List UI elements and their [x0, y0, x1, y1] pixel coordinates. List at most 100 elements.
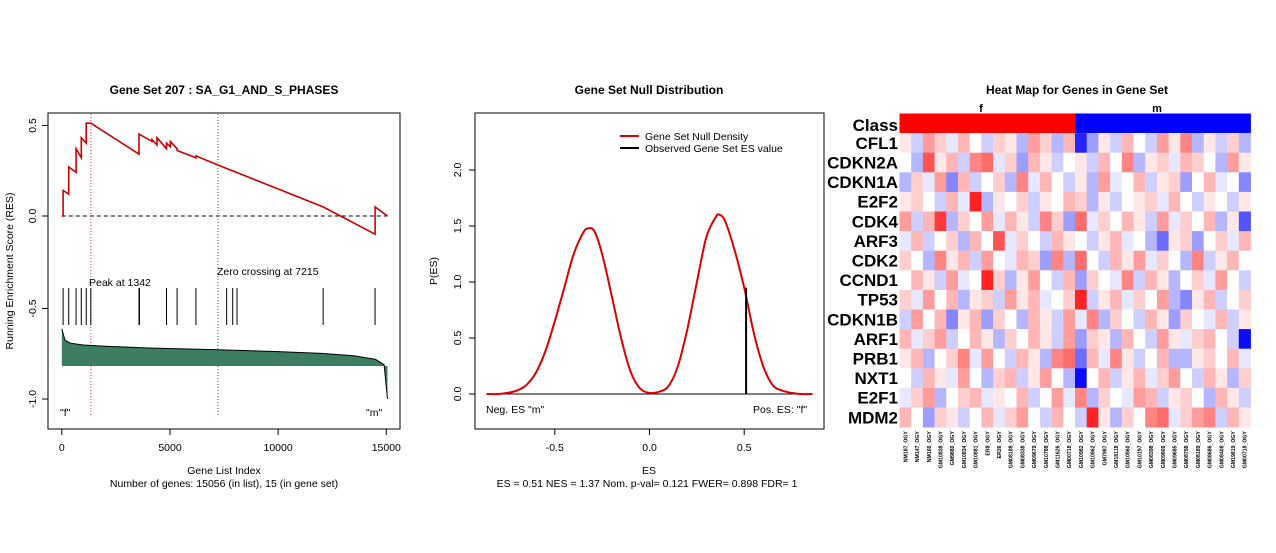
heatmap-cell: [1016, 407, 1029, 428]
heatmap-cell: [1215, 348, 1228, 369]
heatmap-cell: [934, 191, 947, 212]
heatmap-cell: [1145, 172, 1158, 193]
heatmap-cell: [1145, 407, 1158, 428]
enrichment-plot-ylabel: Running Enrichment Score (RES): [4, 193, 16, 350]
heatmap-cell: [1168, 191, 1181, 212]
heatmap-cell: [969, 329, 982, 350]
heatmap-cell: [1016, 329, 1029, 350]
heatmap-cell: [1156, 309, 1169, 330]
heatmap-cell: [981, 387, 994, 408]
sample-label: GM08408_OGY: [1219, 431, 1225, 469]
heatmap-cell: [1192, 407, 1205, 428]
heatmap-cell: [1238, 270, 1251, 291]
heatmap-cell: [1215, 368, 1228, 389]
heatmap-cell: [1098, 289, 1111, 310]
heatmap-cell: [1168, 309, 1181, 330]
heatmap-panel: Heat Map for Genes in Gene Set f m Class…: [827, 83, 1251, 468]
heatmap-cell: [958, 231, 971, 252]
class-cell: [958, 113, 971, 134]
heatmap-cell: [911, 211, 924, 232]
class-f-label: f: [979, 103, 983, 115]
heatmap-cell: [1028, 329, 1041, 350]
heatmap-cell: [899, 289, 912, 310]
running-enrichment-line: [61, 122, 388, 236]
heatmap-cell: [958, 348, 971, 369]
heatmap-cell: [1039, 172, 1052, 193]
class-cell: [1180, 113, 1193, 134]
x-tick-label: 0: [59, 442, 65, 454]
x-tick-label: 5000: [158, 442, 182, 454]
heatmap-cell: [1121, 329, 1134, 350]
heatmap-cell: [911, 407, 924, 428]
heatmap-cell: [993, 250, 1006, 271]
heatmap-cell: [1004, 172, 1017, 193]
class-row-label: Class: [853, 116, 898, 135]
heatmap-cell: [1238, 348, 1251, 369]
heatmap-cell: [1192, 191, 1205, 212]
negative-es-label: Neg. ES "m": [486, 404, 544, 416]
heatmap-cell: [1227, 231, 1240, 252]
heatmap-cell: [1110, 191, 1123, 212]
heatmap-cell: [1238, 250, 1251, 271]
heatmap-cell: [1039, 133, 1052, 154]
heatmap-cell: [1051, 211, 1064, 232]
heatmap-cell: [1086, 387, 1099, 408]
x-tick-label: 15000: [372, 442, 401, 454]
class-cell: [969, 113, 982, 134]
class-cell: [1075, 113, 1088, 134]
heatmap-cell: [911, 387, 924, 408]
class-cell: [1016, 113, 1029, 134]
heatmap-cell: [922, 368, 935, 389]
heatmap-cell: [1215, 133, 1228, 154]
heatmap-cell: [1086, 191, 1099, 212]
heatmap-cell: [922, 309, 935, 330]
enrichment-plot-subtitle: Number of genes: 15056 (in list), 15 (in…: [110, 478, 338, 490]
heatmap-cell: [1016, 289, 1029, 310]
heatmap-cell: [1075, 387, 1088, 408]
heatmap-cell: [1156, 211, 1169, 232]
heatmap-cell: [922, 329, 935, 350]
heatmap-cell: [1016, 152, 1029, 173]
gene-label: CFL1: [856, 134, 899, 153]
sample-label: GM08686_OGY: [1208, 431, 1214, 469]
heatmap-cell: [993, 172, 1006, 193]
heatmap-cell: [1238, 289, 1251, 310]
heatmap-cell: [969, 172, 982, 193]
heatmap-cell: [1086, 250, 1099, 271]
heatmap-cell: [1098, 172, 1111, 193]
class-cell: [1168, 113, 1181, 134]
heatmap-cell: [981, 348, 994, 369]
heatmap-cell: [1063, 387, 1076, 408]
heatmap-cell: [1215, 407, 1228, 428]
heatmap-cell: [946, 407, 959, 428]
heatmap-cell: [1051, 368, 1064, 389]
gene-label: CCND1: [839, 271, 898, 290]
heatmap-cell: [1004, 133, 1017, 154]
null-x-axis: -0.5 0.0 0.5: [546, 429, 752, 454]
heatmap-cell: [1192, 329, 1205, 350]
heatmap-cell: [1215, 250, 1228, 271]
heatmap-cell: [969, 211, 982, 232]
heatmap-cell: [993, 289, 1006, 310]
heatmap-cell: [911, 348, 924, 369]
heatmap-cell: [1145, 250, 1158, 271]
heatmap-cell: [1110, 250, 1123, 271]
heatmap-cell: [1203, 329, 1216, 350]
heatmap-cell: [1238, 172, 1251, 193]
heatmap-cell: [1004, 348, 1017, 369]
heatmap-cell: [1227, 191, 1240, 212]
heatmap-cell: [1098, 368, 1111, 389]
heatmap-cell: [1238, 368, 1251, 389]
heatmap-cell: [1098, 211, 1111, 232]
heatmap-cell: [981, 289, 994, 310]
heatmap-cell: [1004, 329, 1017, 350]
heatmap-cell: [1063, 368, 1076, 389]
heatmap-cell: [1039, 368, 1052, 389]
heatmap-cell: [1192, 211, 1205, 232]
class-cell: [1004, 113, 1017, 134]
heatmap-cell: [899, 329, 912, 350]
class-cell: [1110, 113, 1123, 134]
heatmap-cell: [969, 250, 982, 271]
gene-label: ARF1: [854, 330, 898, 349]
heatmap-cell: [1075, 407, 1088, 428]
